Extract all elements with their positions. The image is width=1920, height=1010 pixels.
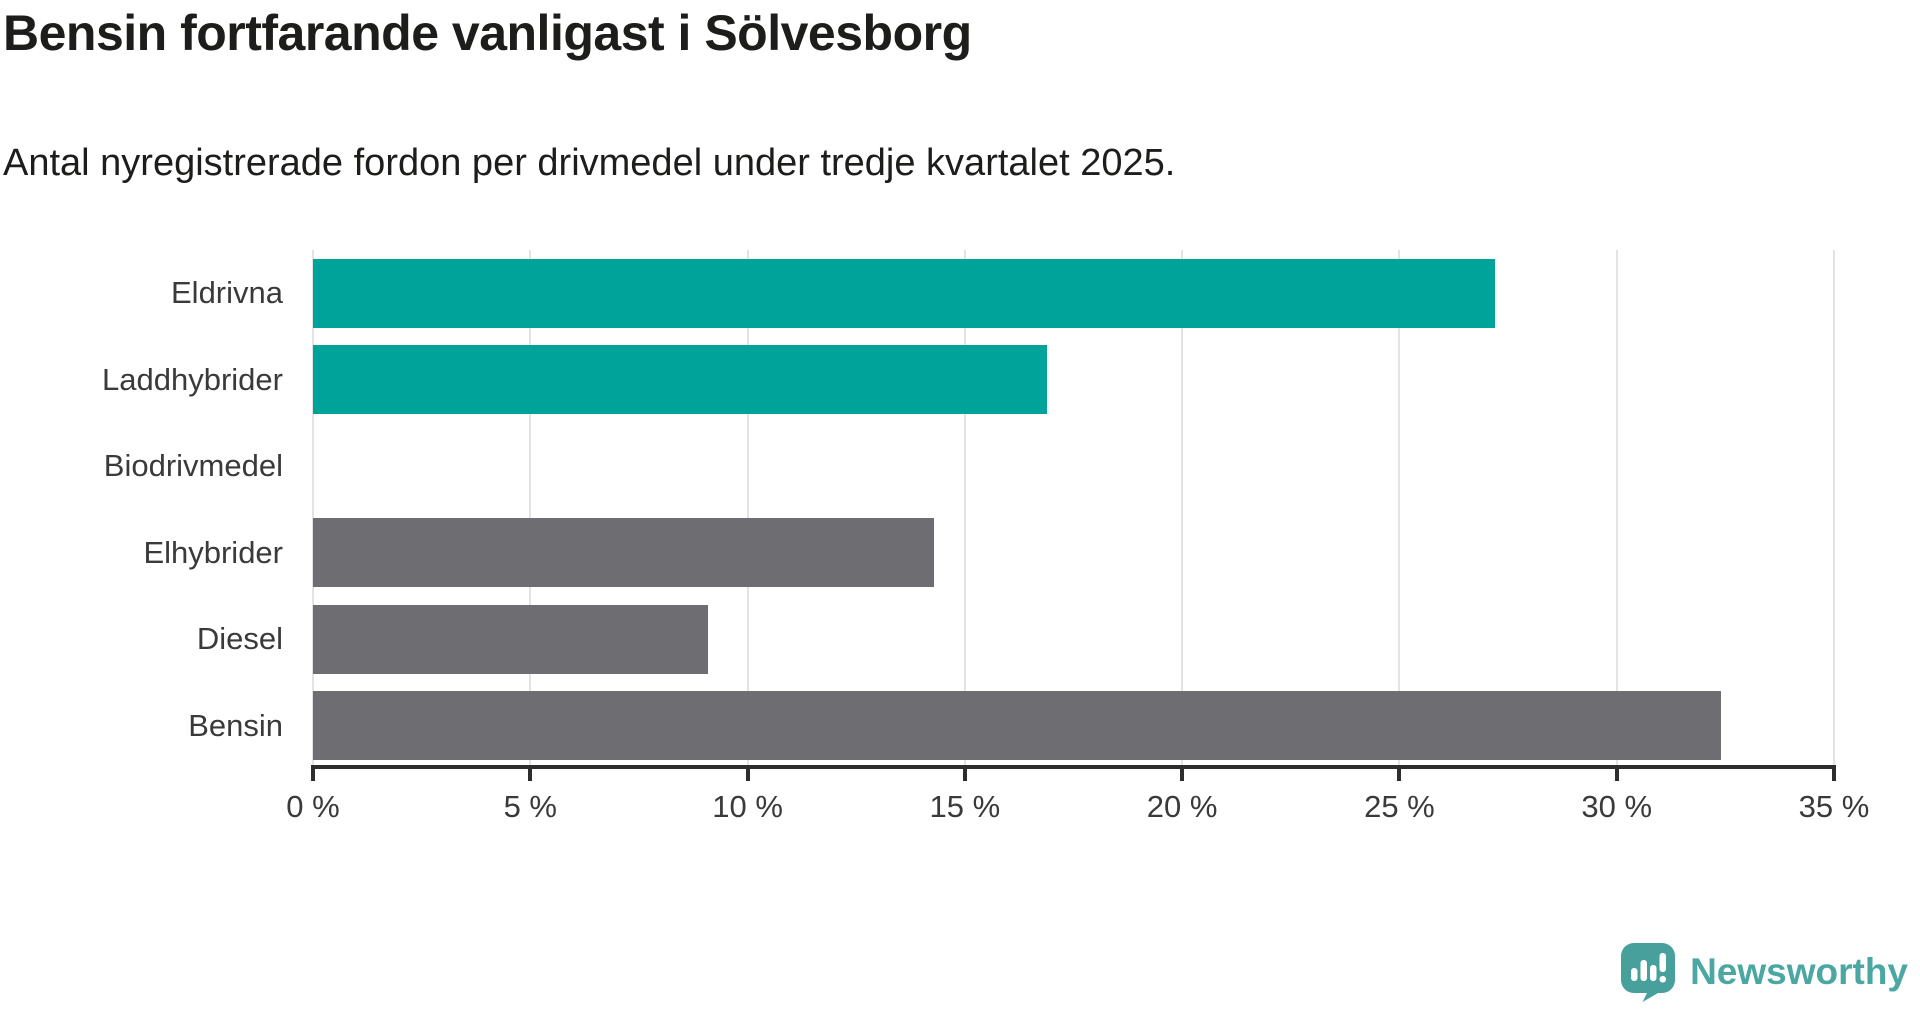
x-tick-label: 25 % xyxy=(1364,789,1435,824)
bar-eldrivna xyxy=(313,258,1496,328)
x-tick-label: 0 % xyxy=(286,789,340,824)
bar-laddhybrider xyxy=(313,345,1048,415)
gridline xyxy=(1833,250,1835,769)
chart-title: Bensin fortfarande vanligast i Sölvesbor… xyxy=(3,5,972,61)
category-label: Diesel xyxy=(196,621,283,657)
bar-row xyxy=(313,683,1834,770)
plot-area xyxy=(312,250,1835,769)
x-axis-tick xyxy=(745,765,750,781)
bar-row xyxy=(313,596,1834,683)
x-tick-label: 15 % xyxy=(929,789,1001,824)
x-axis-tick xyxy=(962,765,967,781)
bar-row xyxy=(313,337,1834,424)
bar-diesel xyxy=(313,604,709,674)
bar-row xyxy=(313,250,1834,337)
x-tick-label: 20 % xyxy=(1146,789,1218,824)
category-label: Elhybrider xyxy=(143,534,283,570)
bar-row xyxy=(313,423,1834,510)
x-axis-tick xyxy=(1397,765,1402,781)
bar-rows xyxy=(313,250,1834,769)
x-tick-label: 35 % xyxy=(1798,789,1870,824)
chart-subtitle: Antal nyregistrerade fordon per drivmede… xyxy=(3,142,1176,184)
x-axis-tick xyxy=(528,765,533,781)
gridline xyxy=(1615,250,1618,769)
gridline xyxy=(746,250,749,769)
newsworthy-logo-text: Newsworthy xyxy=(1690,951,1908,992)
gridline xyxy=(312,250,314,769)
x-axis-tick xyxy=(1832,765,1836,781)
gridline xyxy=(963,250,966,769)
category-label: Biodrivmedel xyxy=(103,448,283,484)
gridline xyxy=(1181,250,1184,769)
newsworthy-logo-icon xyxy=(1620,942,1676,1002)
x-tick-label: 30 % xyxy=(1581,789,1653,824)
y-axis-category-labels: Eldrivna Laddhybrider Biodrivmedel Elhybrid… xyxy=(0,250,283,769)
category-label: Laddhybrider xyxy=(102,361,283,397)
category-label: Bensin xyxy=(188,707,283,743)
bar-row xyxy=(313,510,1834,597)
bar-elhybrider xyxy=(313,518,935,588)
gridline xyxy=(1398,250,1401,769)
x-axis-tick xyxy=(311,765,315,781)
category-label: Eldrivna xyxy=(171,275,283,311)
x-axis-line xyxy=(311,765,1836,769)
x-tick-label: 10 % xyxy=(712,789,783,824)
bar-bensin xyxy=(313,691,1721,761)
x-axis-tick xyxy=(1614,765,1619,781)
gridline xyxy=(529,250,532,769)
x-axis: 0 % 5 % 10 % 15 % 20 % 25 % 30 % 35 % xyxy=(286,765,1869,835)
newsworthy-logo: Newsworthy xyxy=(1620,942,1908,1002)
x-axis-tick xyxy=(1180,765,1185,781)
x-tick-label: 5 % xyxy=(503,789,557,824)
